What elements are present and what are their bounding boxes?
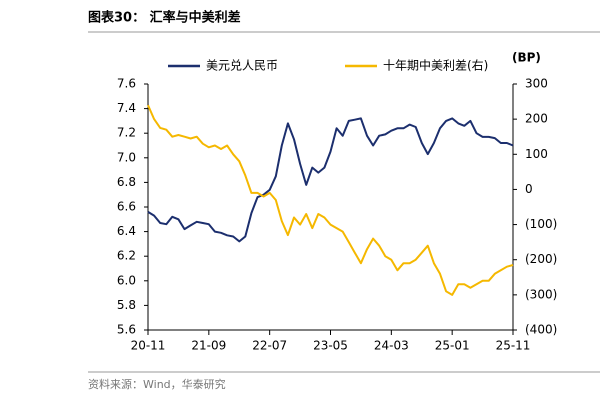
- series-line: [147, 104, 514, 296]
- y-tick-label: 7.2: [117, 126, 136, 140]
- y2-tick-label: 100: [525, 147, 548, 161]
- y2-axis-label: (BP): [512, 51, 541, 65]
- y-tick-label: 6.8: [117, 175, 136, 189]
- y2-tick-label: (300): [525, 287, 557, 301]
- x-tick-label: 25-11: [496, 339, 531, 353]
- y2-tick-label: (200): [525, 252, 557, 266]
- source: 资料来源：Wind，华泰研究: [88, 377, 226, 391]
- y-tick-label: 7.0: [117, 150, 136, 164]
- y-tick-label: 5.8: [117, 298, 136, 312]
- y-tick-label: 7.6: [117, 77, 136, 91]
- y-tick-label: 6.2: [117, 249, 136, 263]
- series-line: [147, 117, 514, 243]
- legend-label: 美元兑人民币: [206, 59, 278, 73]
- y-tick-label: 7.4: [117, 101, 136, 115]
- x-tick-label: 21-09: [191, 339, 226, 353]
- y2-tick-label: 300: [525, 77, 548, 91]
- y2-tick-label: 0: [525, 182, 533, 196]
- y2-tick-label: (400): [525, 323, 557, 337]
- y-tick-label: 6.4: [117, 224, 136, 238]
- x-tick-label: 23-05: [313, 339, 348, 353]
- y2-tick-label: (100): [525, 217, 557, 231]
- y2-tick-label: 200: [525, 112, 548, 126]
- x-tick-label: 22-07: [252, 339, 287, 353]
- legend-label: 十年期中美利差(右): [383, 58, 488, 73]
- x-tick-label: 20-11: [131, 339, 166, 353]
- chart-title: 图表30： 汇率与中美利差: [88, 10, 241, 26]
- x-tick-label: 25-01: [435, 339, 470, 353]
- x-tick-label: 24-03: [374, 339, 409, 353]
- y-tick-label: 6.6: [117, 200, 136, 214]
- y-tick-label: 6.0: [117, 273, 136, 287]
- y-tick-label: 5.6: [117, 323, 136, 337]
